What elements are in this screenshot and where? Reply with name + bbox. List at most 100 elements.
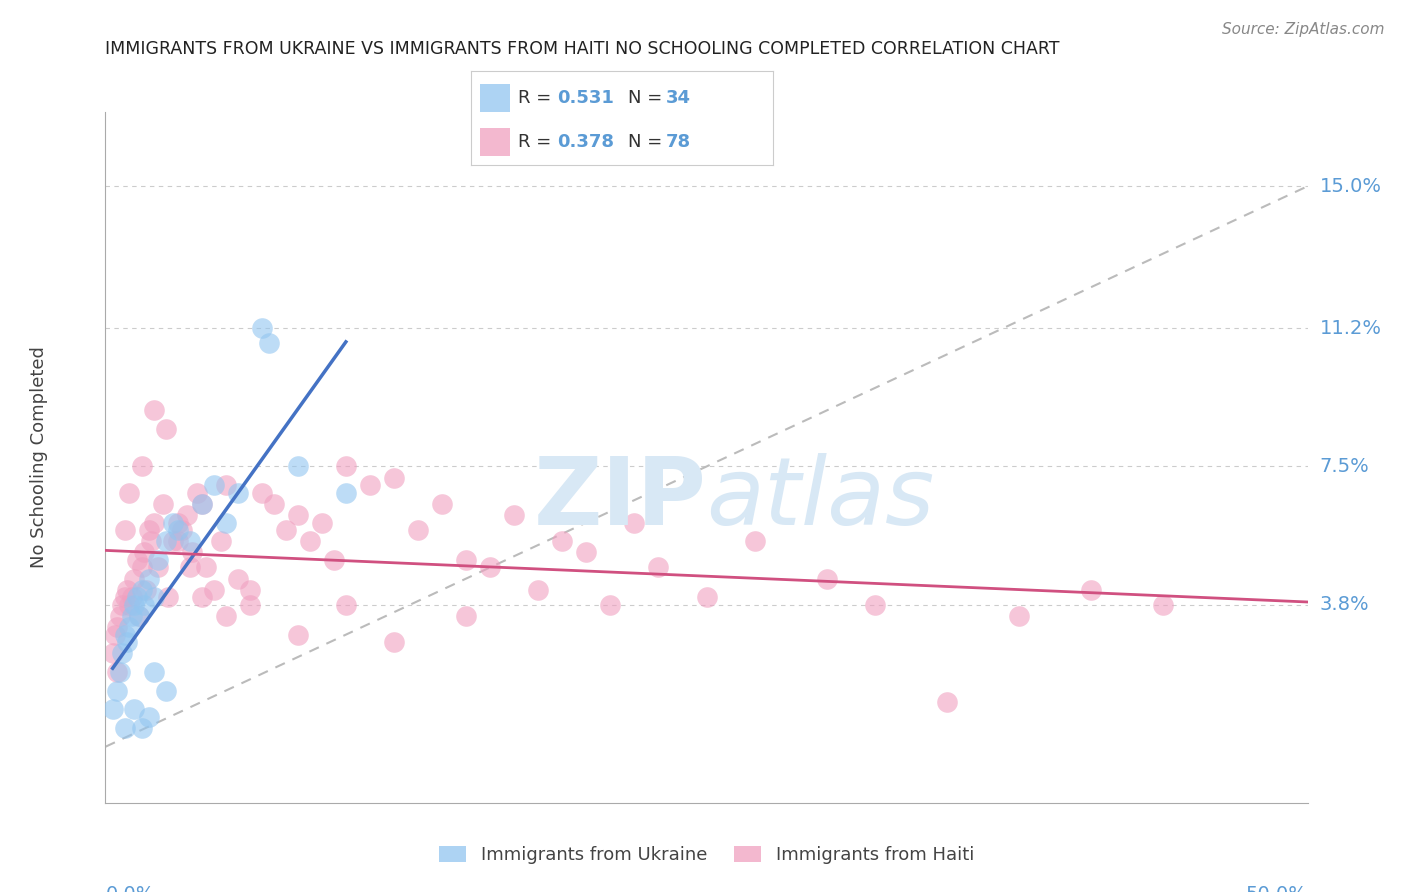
Point xyxy=(815,572,838,586)
Point xyxy=(124,598,146,612)
Point xyxy=(108,609,131,624)
Point xyxy=(454,609,477,624)
Point xyxy=(132,598,155,612)
Text: 3.8%: 3.8% xyxy=(1320,595,1369,615)
Point xyxy=(135,582,157,597)
Point xyxy=(257,336,280,351)
Point xyxy=(104,627,127,641)
Point xyxy=(430,497,453,511)
Point xyxy=(166,516,188,530)
Point xyxy=(214,609,236,624)
Point xyxy=(155,683,177,698)
Point xyxy=(162,534,184,549)
Point xyxy=(107,683,129,698)
Point xyxy=(115,635,138,649)
Point xyxy=(335,459,357,474)
Text: N =: N = xyxy=(628,88,668,106)
Point xyxy=(503,508,526,522)
Point xyxy=(406,523,429,537)
Point xyxy=(155,422,177,436)
Point xyxy=(239,598,262,612)
Text: R =: R = xyxy=(517,88,557,106)
Point xyxy=(111,646,134,660)
Point xyxy=(125,591,148,605)
Point xyxy=(131,582,153,597)
Point xyxy=(1008,609,1031,624)
Point xyxy=(936,695,959,709)
Point xyxy=(139,534,162,549)
Point xyxy=(479,560,502,574)
Point xyxy=(114,627,136,641)
Point xyxy=(274,523,297,537)
Point xyxy=(190,497,212,511)
Point xyxy=(108,665,131,679)
Point xyxy=(138,710,160,724)
Point xyxy=(744,534,766,549)
Point xyxy=(114,591,136,605)
Point xyxy=(239,582,262,597)
Point xyxy=(190,591,212,605)
Point xyxy=(623,516,645,530)
Point xyxy=(125,553,148,567)
Point xyxy=(226,572,249,586)
Text: 78: 78 xyxy=(666,133,692,151)
Point xyxy=(179,560,201,574)
Point xyxy=(1152,598,1174,612)
Point xyxy=(287,459,309,474)
Point xyxy=(114,721,136,735)
Point xyxy=(172,523,194,537)
Point xyxy=(527,582,550,597)
Text: 0.531: 0.531 xyxy=(557,88,614,106)
Text: atlas: atlas xyxy=(707,453,935,544)
Point xyxy=(162,516,184,530)
Text: R =: R = xyxy=(517,133,557,151)
Point xyxy=(115,582,138,597)
Point xyxy=(118,620,141,634)
Point xyxy=(131,459,153,474)
Point xyxy=(148,553,170,567)
Bar xyxy=(479,84,510,112)
Point xyxy=(454,553,477,567)
Text: 34: 34 xyxy=(666,88,690,106)
Point xyxy=(195,560,218,574)
Point xyxy=(359,478,381,492)
Point xyxy=(155,534,177,549)
Point xyxy=(124,702,146,716)
Point xyxy=(142,403,165,417)
Point xyxy=(118,485,141,500)
Point xyxy=(111,598,134,612)
Text: N =: N = xyxy=(628,133,668,151)
Point xyxy=(131,721,153,735)
Point xyxy=(166,523,188,537)
Text: IMMIGRANTS FROM UKRAINE VS IMMIGRANTS FROM HAITI NO SCHOOLING COMPLETED CORRELAT: IMMIGRANTS FROM UKRAINE VS IMMIGRANTS FR… xyxy=(105,40,1060,58)
Point xyxy=(152,497,174,511)
Point xyxy=(1080,582,1102,597)
Text: 11.2%: 11.2% xyxy=(1320,318,1382,338)
Text: 0.0%: 0.0% xyxy=(105,885,155,892)
Point xyxy=(128,609,150,624)
Point xyxy=(311,516,333,530)
Point xyxy=(131,560,153,574)
Point xyxy=(382,471,405,485)
Point xyxy=(101,646,124,660)
Point xyxy=(382,635,405,649)
Point xyxy=(202,478,225,492)
Point xyxy=(190,497,212,511)
Point xyxy=(181,545,204,559)
Point xyxy=(226,485,249,500)
Point xyxy=(863,598,886,612)
Legend: Immigrants from Ukraine, Immigrants from Haiti: Immigrants from Ukraine, Immigrants from… xyxy=(430,837,983,873)
Point xyxy=(575,545,598,559)
Text: 50.0%: 50.0% xyxy=(1246,885,1308,892)
Point xyxy=(128,609,150,624)
Point xyxy=(166,534,188,549)
Point xyxy=(335,485,357,500)
Point xyxy=(202,582,225,597)
Point xyxy=(107,665,129,679)
Point xyxy=(121,591,143,605)
Point xyxy=(298,534,321,549)
Text: No Schooling Completed: No Schooling Completed xyxy=(31,346,48,568)
Point xyxy=(214,478,236,492)
Point xyxy=(179,534,201,549)
Point xyxy=(124,572,146,586)
